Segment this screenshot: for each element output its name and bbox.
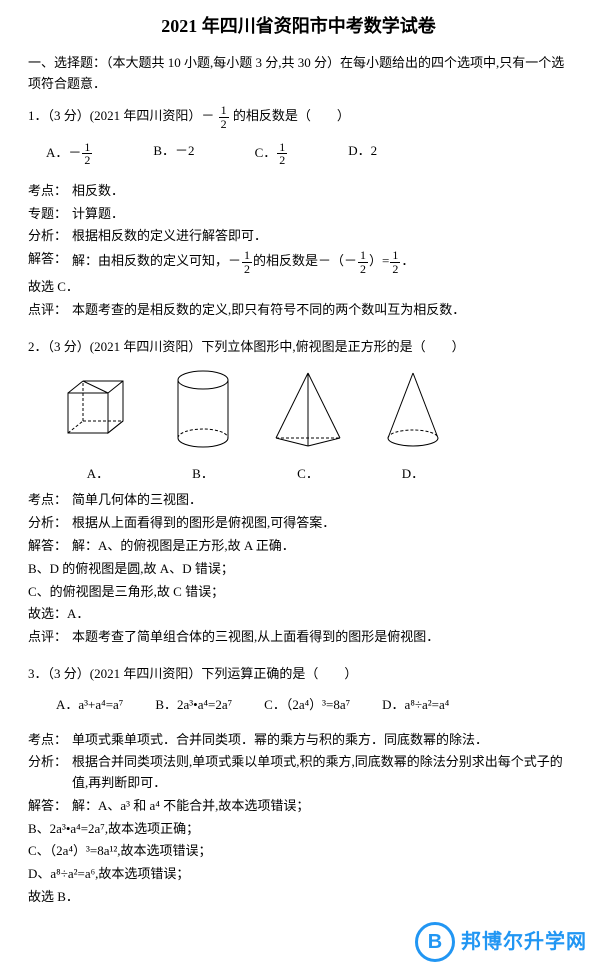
frac-den: 2 <box>358 263 368 276</box>
section-heading: 一、选择题：（本大题共 10 小题,每小题 3 分,共 30 分）在每小题给出的… <box>28 53 569 95</box>
q1-dp-val: 本题考查的是相反数的定义,即只有符号不同的两个数叫互为相反数． <box>72 300 569 321</box>
jd-end: ． <box>401 253 414 268</box>
frac-den: 2 <box>219 118 229 131</box>
q2-l3: C、的俯视图是三角形,故 C 错误； <box>28 582 569 603</box>
q3-l2: B、2a³•a⁴=2a⁷,故本选项正确； <box>28 819 569 840</box>
fig-label-B: B． <box>168 464 238 485</box>
q1-optD: D．2 <box>348 141 377 167</box>
frac-num: 1 <box>242 249 252 263</box>
q3-kd-label: 考点： <box>28 730 72 751</box>
jd-mid2: ）= <box>369 253 389 268</box>
q2-figures: A． B． C． <box>58 368 569 485</box>
q2-gx: 故选：A． <box>28 604 569 625</box>
q1-dp-label: 点评： <box>28 300 72 321</box>
q3-fx-label: 分析： <box>28 752 72 794</box>
q2-kd-label: 考点： <box>28 490 72 511</box>
q1-optC: C．12 <box>255 141 289 167</box>
frac-num: 1 <box>219 104 229 118</box>
frac-den: 2 <box>390 263 400 276</box>
q3-kd-val: 单项式乘单项式．合并同类项．幂的乘方与积的乘方．同底数幂的除法． <box>72 730 569 751</box>
q2-jd-val: 解：A、的俯视图是正方形,故 A 正确． <box>72 536 569 557</box>
fig-pyramid: C． <box>268 368 348 485</box>
q1-stem: 1．（3 分）(2021 年四川资阳）－ 12 的相反数是（ ） <box>28 104 569 130</box>
fig-cylinder: B． <box>168 368 238 485</box>
q2-fx-val: 根据从上面看得到的图形是俯视图,可得答案． <box>72 513 569 534</box>
optC-pre: C． <box>255 145 277 160</box>
frac-den: 2 <box>82 154 92 167</box>
q1-jd-val: 解：由相反数的定义可知，－12的相反数是－（－12）=12． <box>72 249 569 275</box>
q2-kd-val: 简单几何体的三视图． <box>72 490 569 511</box>
q3-jd-label: 解答： <box>28 796 72 817</box>
q2-dp-val: 本题考查了简单组合体的三视图,从上面看得到的图形是俯视图． <box>72 627 569 648</box>
q1-frac: 12 <box>219 104 229 130</box>
q1-fx-val: 根据相反数的定义进行解答即可． <box>72 226 569 247</box>
fig-label-C: C． <box>268 464 348 485</box>
q1-suffix: 的相反数是（ ） <box>233 108 350 123</box>
q2-stem: 2．（3 分）(2021 年四川资阳）下列立体图形中,俯视图是正方形的是（ ） <box>28 337 569 358</box>
jd-frac2: 12 <box>358 249 368 275</box>
q3-jd-val: 解：A、a³ 和 a⁴ 不能合并,故本选项错误； <box>72 796 569 817</box>
q1-optA: A．－12 <box>46 141 93 167</box>
fig-cone: D． <box>378 368 448 485</box>
frac-num: 1 <box>82 141 92 155</box>
frac-den: 2 <box>277 154 287 167</box>
q2-dp-label: 点评： <box>28 627 72 648</box>
fig-label-A: A． <box>58 464 138 485</box>
q1-options: A．－12 B．－2 C．12 D．2 <box>46 141 569 167</box>
jd-pre: 解：由相反数的定义可知，－ <box>72 253 241 268</box>
jd-mid: 的相反数是－（－ <box>253 253 357 268</box>
q3-gx: 故选 B． <box>28 887 569 908</box>
page-title: 2021 年四川省资阳市中考数学试卷 <box>28 12 569 41</box>
q3-stem: 3．（3 分）(2021 年四川资阳）下列运算正确的是（ ） <box>28 664 569 685</box>
q2-l2: B、D 的俯视图是圆,故 A、D 错误； <box>28 559 569 580</box>
q1-gx: 故选 C． <box>28 277 569 298</box>
frac-num: 1 <box>390 249 400 263</box>
fig-cube: A． <box>58 373 138 485</box>
q1-zt-label: 专题： <box>28 204 72 225</box>
frac-den: 2 <box>242 263 252 276</box>
q3-l4: D、a⁸÷a²=a⁶,故本选项错误； <box>28 864 569 885</box>
watermark: B 邦博尔升学网 <box>415 922 587 962</box>
q1-optB: B．－2 <box>153 141 194 167</box>
q3-fx-val: 根据合并同类项法则,单项式乘以单项式,积的乘方,同底数幂的除法分别求出每个式子的… <box>72 752 569 794</box>
q1-jd-label: 解答： <box>28 249 72 275</box>
optA-frac: 12 <box>82 141 92 167</box>
q3-optC: C．（2a⁴）³=8a⁷ <box>264 695 350 716</box>
q2-fx-label: 分析： <box>28 513 72 534</box>
fig-label-D: D． <box>378 464 448 485</box>
q2-jd-label: 解答： <box>28 536 72 557</box>
q1-kd-label: 考点： <box>28 181 72 202</box>
q3-optB: B．2a³•a⁴=2a⁷ <box>155 695 232 716</box>
watermark-text: 邦博尔升学网 <box>461 926 587 958</box>
frac-num: 1 <box>358 249 368 263</box>
frac-num: 1 <box>277 141 287 155</box>
watermark-icon: B <box>415 922 455 962</box>
q1-zt-val: 计算题． <box>72 204 569 225</box>
optA-pre: A．－ <box>46 145 81 160</box>
q1-prefix: 1．（3 分）(2021 年四川资阳）－ <box>28 108 214 123</box>
jd-frac3: 12 <box>390 249 400 275</box>
q1-kd-val: 相反数． <box>72 181 569 202</box>
jd-frac1: 12 <box>242 249 252 275</box>
q1-fx-label: 分析： <box>28 226 72 247</box>
q3-optA: A．a³+a⁴=a⁷ <box>56 695 123 716</box>
q3-options: A．a³+a⁴=a⁷ B．2a³•a⁴=2a⁷ C．（2a⁴）³=8a⁷ D．a… <box>56 695 569 716</box>
q3-optD: D．a⁸÷a²=a⁴ <box>382 695 449 716</box>
optC-frac: 12 <box>277 141 287 167</box>
q3-l3: C、（2a⁴）³=8a¹²,故本选项错误； <box>28 841 569 862</box>
